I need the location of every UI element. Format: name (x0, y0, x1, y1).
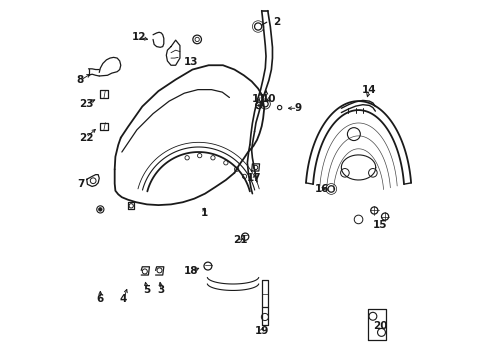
Text: 19: 19 (254, 326, 268, 336)
Text: 21: 21 (232, 235, 247, 245)
Text: 12: 12 (131, 32, 145, 42)
Text: 11: 11 (251, 94, 265, 104)
Text: 2: 2 (273, 17, 280, 27)
Text: 20: 20 (372, 321, 386, 331)
Text: 3: 3 (157, 285, 164, 296)
Text: 14: 14 (361, 85, 376, 95)
Text: 16: 16 (314, 184, 328, 194)
Text: 9: 9 (293, 103, 301, 113)
Text: 6: 6 (97, 294, 104, 304)
Circle shape (99, 208, 102, 211)
Text: 10: 10 (261, 94, 276, 104)
Text: 23: 23 (79, 99, 93, 109)
Text: 15: 15 (372, 220, 386, 230)
Text: 4: 4 (120, 294, 127, 304)
Text: 18: 18 (184, 266, 198, 276)
Text: 13: 13 (184, 57, 198, 67)
Text: 22: 22 (79, 133, 93, 143)
Text: 7: 7 (78, 179, 85, 189)
Text: 1: 1 (200, 208, 207, 218)
Text: 17: 17 (247, 173, 261, 183)
Text: 5: 5 (143, 285, 150, 296)
Text: 8: 8 (77, 75, 84, 85)
